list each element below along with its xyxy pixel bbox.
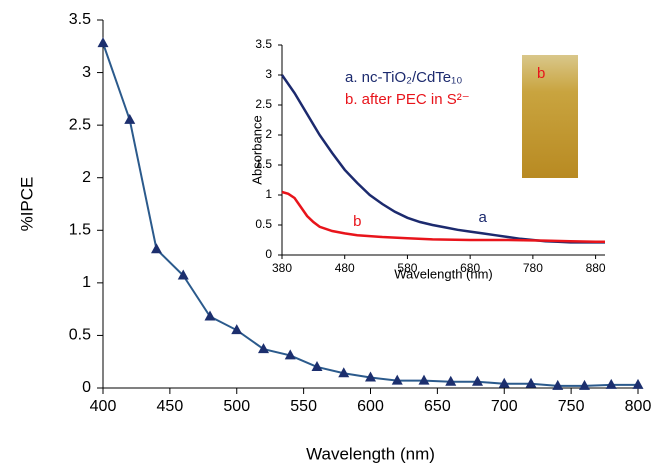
marker — [632, 378, 644, 389]
marker — [445, 375, 457, 386]
y-tick-label: 0 — [82, 379, 91, 396]
y-tick-label: 2 — [265, 127, 272, 141]
marker — [177, 269, 189, 280]
marker — [284, 349, 296, 360]
marker — [124, 113, 136, 124]
marker — [151, 243, 162, 254]
sample-photo — [522, 55, 578, 178]
marker — [338, 367, 350, 378]
y-tick-label: 0.5 — [255, 217, 272, 231]
x-tick-label: 380 — [272, 261, 292, 275]
x-tick-label: 580 — [397, 261, 417, 275]
y-tick-label: 3.5 — [69, 11, 91, 28]
x-tick-label: 480 — [335, 261, 355, 275]
x-tick-label: 450 — [157, 398, 184, 415]
x-axis-label: Wavelength (nm) — [394, 266, 493, 281]
marker — [311, 360, 323, 371]
y-tick-label: 2.5 — [255, 97, 272, 111]
marker — [579, 379, 590, 390]
x-tick-label: 780 — [523, 261, 543, 275]
x-tick-label: 700 — [491, 398, 518, 415]
marker — [231, 324, 243, 335]
y-tick-label: 3.5 — [255, 37, 272, 51]
marker — [498, 377, 510, 388]
y-tick-label: 0 — [265, 247, 272, 261]
y-axis-label: Absorbance — [249, 115, 264, 184]
x-tick-label: 880 — [586, 261, 606, 275]
annotation: a — [479, 209, 488, 226]
y-tick-label: 1.5 — [69, 222, 91, 239]
x-tick-label: 750 — [558, 398, 585, 415]
marker — [418, 374, 430, 385]
marker — [472, 375, 483, 386]
marker — [391, 374, 403, 385]
x-tick-label: 600 — [357, 398, 384, 415]
marker — [525, 377, 537, 388]
y-tick-label: 2 — [82, 169, 91, 186]
y-tick-label: 0.5 — [69, 327, 91, 344]
marker — [204, 310, 216, 321]
marker — [552, 379, 564, 390]
y-tick-label: 3 — [265, 67, 272, 81]
legend-entry: b. after PEC in S²⁻ — [345, 91, 470, 108]
x-tick-label: 400 — [90, 398, 117, 415]
y-axis-label: %IPCE — [17, 177, 36, 232]
annotation: b — [353, 213, 361, 230]
y-tick-label: 1 — [82, 274, 91, 291]
photo-label: b — [537, 65, 545, 82]
x-tick-label: 800 — [625, 398, 652, 415]
y-tick-label: 1 — [265, 187, 272, 201]
x-tick-label: 550 — [290, 398, 317, 415]
y-tick-label: 2.5 — [69, 116, 91, 133]
x-tick-label: 650 — [424, 398, 451, 415]
marker — [258, 343, 269, 354]
x-tick-label: 680 — [460, 261, 480, 275]
legend-entry: a. nc-TiO₂/CdTe₁₀ — [345, 69, 462, 86]
marker — [605, 378, 617, 389]
x-axis-label: Wavelength (nm) — [306, 444, 435, 463]
marker — [97, 37, 109, 48]
marker — [365, 371, 376, 382]
y-tick-label: 1.5 — [255, 157, 272, 171]
y-tick-label: 3 — [82, 64, 91, 81]
x-tick-label: 500 — [223, 398, 250, 415]
series-line — [281, 190, 605, 244]
